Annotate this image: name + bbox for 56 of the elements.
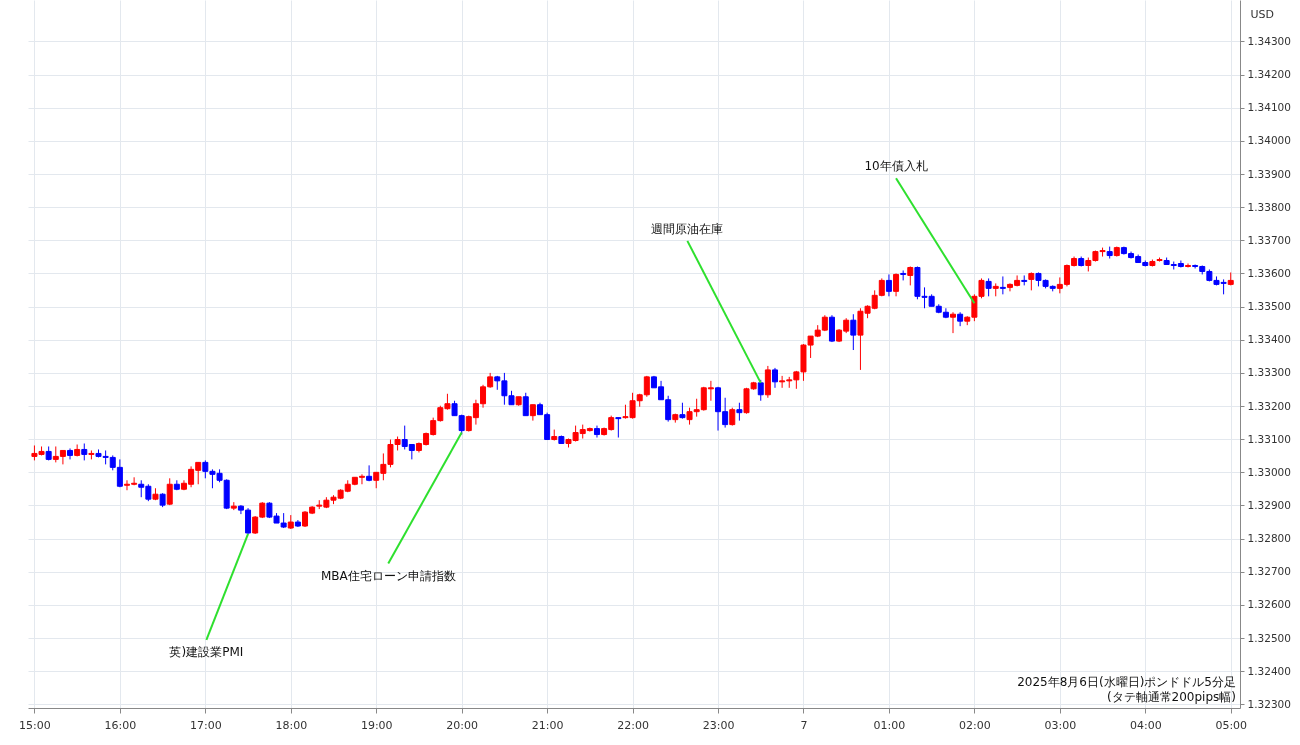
annotation: 週間原油在庫 bbox=[651, 221, 724, 236]
y-tick-label: 1.33000 bbox=[1247, 465, 1291, 478]
annotation: 2025年8月6日(水曜日)ポンドドル5分足 bbox=[1017, 675, 1236, 689]
y-tick-label: 1.32700 bbox=[1247, 565, 1291, 578]
x-tick-label: 02:00 bbox=[959, 718, 991, 732]
annotation: 10年債入札 bbox=[864, 159, 928, 174]
y-tick-label: 1.32300 bbox=[1247, 697, 1291, 710]
x-tick-label: 04:00 bbox=[1129, 718, 1162, 732]
x-tick-label: 18:00 bbox=[275, 718, 308, 732]
candlestick bbox=[999, 275, 1006, 295]
candlestick bbox=[522, 392, 529, 417]
y-tick-label: 1.33200 bbox=[1247, 399, 1291, 412]
candlestick bbox=[893, 272, 900, 297]
y-tick-label: 1.32600 bbox=[1247, 598, 1291, 611]
candlestick bbox=[885, 273, 892, 297]
annotation: MBA住宅ローン申請指数 bbox=[320, 568, 456, 583]
candlestick bbox=[771, 367, 778, 389]
candlestick bbox=[950, 311, 957, 334]
y-tick-label: 1.32400 bbox=[1247, 664, 1291, 677]
annotation: 英)建設業PMI bbox=[169, 644, 244, 659]
x-tick-label: 7 bbox=[800, 718, 808, 732]
y-tick-label: 1.33300 bbox=[1247, 366, 1291, 379]
candlestick bbox=[366, 464, 373, 482]
annotation: (タテ軸通常200pips幅) bbox=[1106, 690, 1236, 704]
y-tick-label: 1.33600 bbox=[1247, 266, 1291, 279]
y-tick-label: 1.32500 bbox=[1247, 631, 1291, 644]
x-tick-label: 03:00 bbox=[1044, 718, 1077, 732]
x-tick-label: 01:00 bbox=[873, 718, 906, 732]
candlestick bbox=[166, 477, 173, 506]
y-tick-label: 1.33500 bbox=[1247, 300, 1291, 313]
y-tick-label: 1.33700 bbox=[1247, 233, 1291, 246]
x-tick-label: 21:00 bbox=[531, 718, 564, 732]
candlestick bbox=[850, 313, 857, 351]
y-tick-label: 1.32800 bbox=[1247, 532, 1291, 545]
y-tick-label: 1.34000 bbox=[1247, 134, 1291, 147]
x-tick-label: 05:00 bbox=[1215, 718, 1248, 732]
y-tick-label: 1.33900 bbox=[1247, 167, 1291, 180]
x-tick-label: 16:00 bbox=[104, 718, 137, 732]
y-tick-label: 1.33100 bbox=[1247, 432, 1291, 445]
y-tick-label: 1.32900 bbox=[1247, 498, 1291, 511]
x-tick-label: 15:00 bbox=[19, 718, 51, 732]
y-tick-label: 1.34100 bbox=[1247, 101, 1291, 114]
candlestick bbox=[67, 447, 74, 460]
candlestick bbox=[828, 314, 835, 343]
y-tick-label: 1.33400 bbox=[1247, 333, 1291, 346]
y-tick-label: 1.34300 bbox=[1247, 34, 1291, 47]
candlestick bbox=[907, 265, 914, 286]
candlestick bbox=[615, 417, 622, 439]
x-tick-label: 22:00 bbox=[617, 718, 649, 732]
x-tick-label: 23:00 bbox=[702, 718, 735, 732]
y-tick-label: 1.33800 bbox=[1247, 200, 1291, 213]
y-tick-label: 1.34200 bbox=[1247, 68, 1291, 81]
x-tick-label: 19:00 bbox=[360, 718, 393, 732]
x-tick-label: 20:00 bbox=[446, 718, 479, 732]
x-tick-label: 17:00 bbox=[189, 718, 222, 732]
y-axis-title: USD bbox=[1250, 7, 1275, 21]
